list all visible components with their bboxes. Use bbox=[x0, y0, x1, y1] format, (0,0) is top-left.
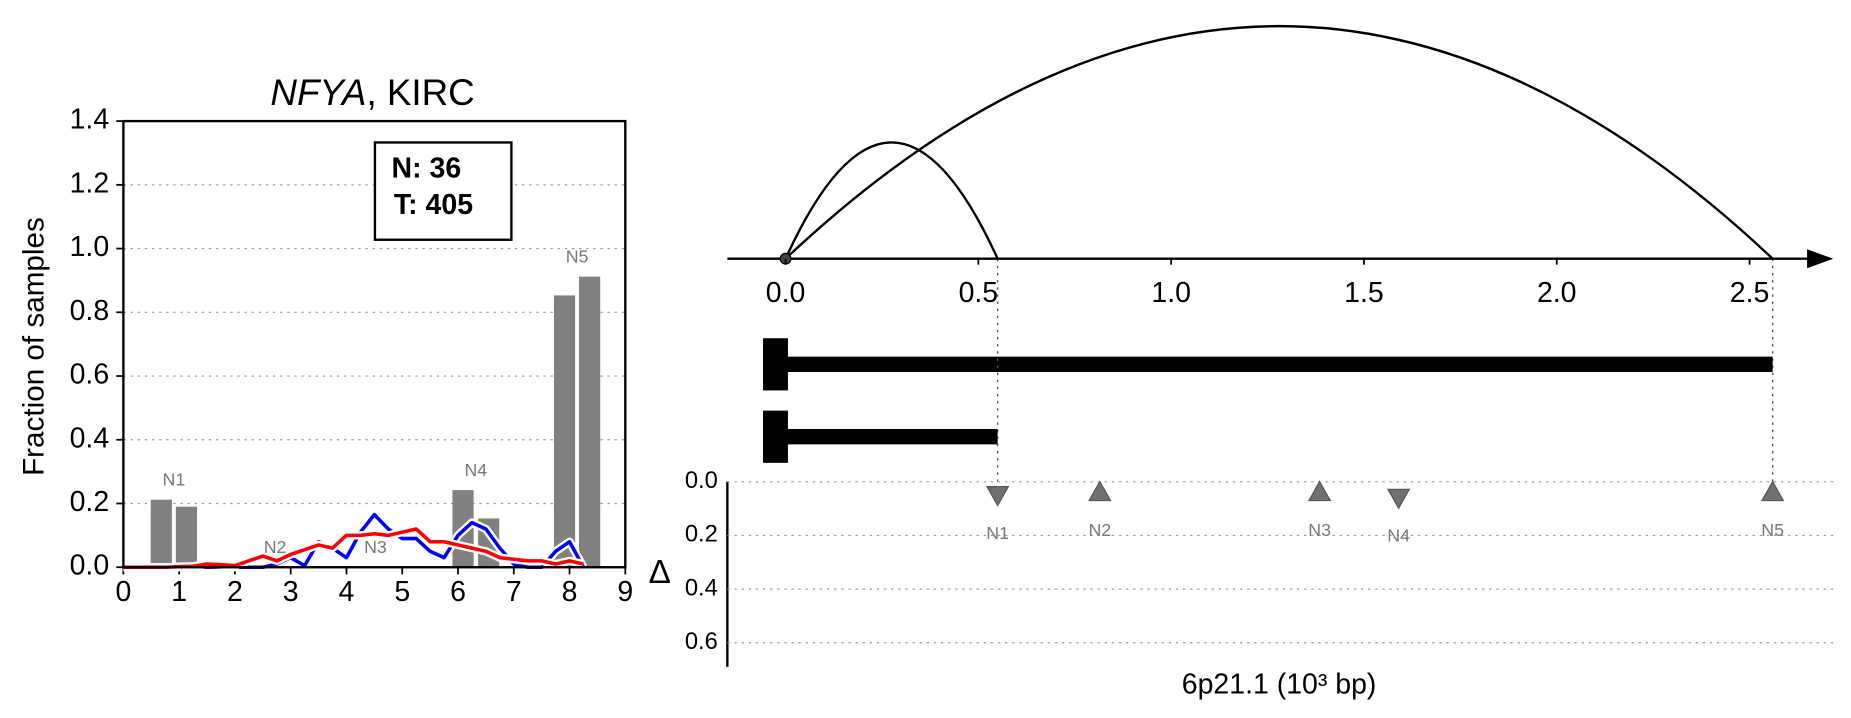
x-tick-label: 0 bbox=[115, 576, 131, 608]
x-tick-label: 1.5 bbox=[1344, 277, 1384, 309]
x-tick-label: 5 bbox=[394, 576, 410, 608]
x-tick-label: 1 bbox=[171, 576, 187, 608]
axis-arrow bbox=[1807, 249, 1834, 269]
title-cohort: , KIRC bbox=[366, 72, 474, 113]
arc bbox=[784, 141, 999, 260]
x-tick-label: 3 bbox=[283, 576, 299, 608]
bar bbox=[579, 276, 601, 568]
x-tick-label: 4 bbox=[339, 576, 355, 608]
peak-label: N5 bbox=[566, 246, 589, 266]
title-gene: NFYA bbox=[270, 72, 366, 113]
delta-marker bbox=[985, 486, 1010, 507]
plot-frame bbox=[122, 119, 627, 569]
x-tick-label: 0.0 bbox=[766, 277, 806, 309]
isoform-start bbox=[763, 410, 788, 463]
y-tick-label: 0.2 bbox=[70, 486, 110, 518]
x-tick-label: 9 bbox=[617, 576, 633, 608]
arc bbox=[784, 24, 1774, 260]
peak-label: N3 bbox=[364, 537, 387, 557]
delta-label: N4 bbox=[1387, 525, 1410, 545]
delta-marker bbox=[1088, 480, 1112, 502]
y-tick-label: 1.0 bbox=[70, 231, 110, 263]
y-tick-label: 0.6 bbox=[70, 359, 110, 391]
bar bbox=[150, 499, 172, 568]
x-tick-label: 7 bbox=[506, 576, 522, 608]
y-tick-label: 0.2 bbox=[685, 522, 718, 548]
x-tick-label: 8 bbox=[562, 576, 578, 608]
delta-marker bbox=[1760, 480, 1785, 502]
x-tick-label: 0.5 bbox=[959, 277, 999, 309]
delta-label: N2 bbox=[1088, 520, 1111, 540]
y-tick-label: 0.4 bbox=[70, 422, 110, 454]
x-tick-label: 2.0 bbox=[1537, 277, 1577, 309]
delta-marker bbox=[1386, 488, 1411, 510]
peak-label: N1 bbox=[163, 469, 186, 489]
bar bbox=[553, 295, 576, 568]
isoform-start bbox=[763, 338, 788, 391]
y-tick-label: 1.2 bbox=[70, 167, 110, 199]
y-tick-label: 0.6 bbox=[685, 629, 718, 655]
delta-label: N3 bbox=[1308, 520, 1331, 540]
annotation: N: 36 bbox=[392, 152, 462, 184]
y-tick-label: 0.0 bbox=[70, 550, 110, 582]
chart-title: NFYA, KIRC bbox=[270, 72, 474, 113]
x-tick-label: 6 bbox=[450, 576, 466, 608]
delta-label: N1 bbox=[986, 523, 1009, 543]
line bbox=[123, 527, 584, 570]
peak-label: N4 bbox=[464, 460, 487, 480]
delta-marker bbox=[1307, 480, 1332, 502]
x-tick-label: 2.5 bbox=[1730, 277, 1770, 309]
x-tick-label: 1.0 bbox=[1151, 277, 1191, 309]
y-tick-label: 0.4 bbox=[685, 575, 718, 601]
y-tick-label: 0.8 bbox=[70, 295, 110, 327]
bar bbox=[175, 506, 198, 568]
y-tick-label: 0.0 bbox=[685, 468, 718, 494]
annotation-box bbox=[373, 141, 513, 241]
peak-label: N2 bbox=[264, 537, 287, 557]
delta-axis-label: Δ bbox=[649, 554, 671, 591]
x-axis-label: 6p21.1 (10³ bp) bbox=[1182, 668, 1377, 700]
delta-label: N5 bbox=[1761, 520, 1784, 540]
x-tick-label: 2 bbox=[227, 576, 243, 608]
y-axis-label: Fraction of samples bbox=[17, 217, 50, 476]
annotation: T: 405 bbox=[394, 189, 473, 221]
y-tick-label: 1.4 bbox=[70, 104, 110, 136]
